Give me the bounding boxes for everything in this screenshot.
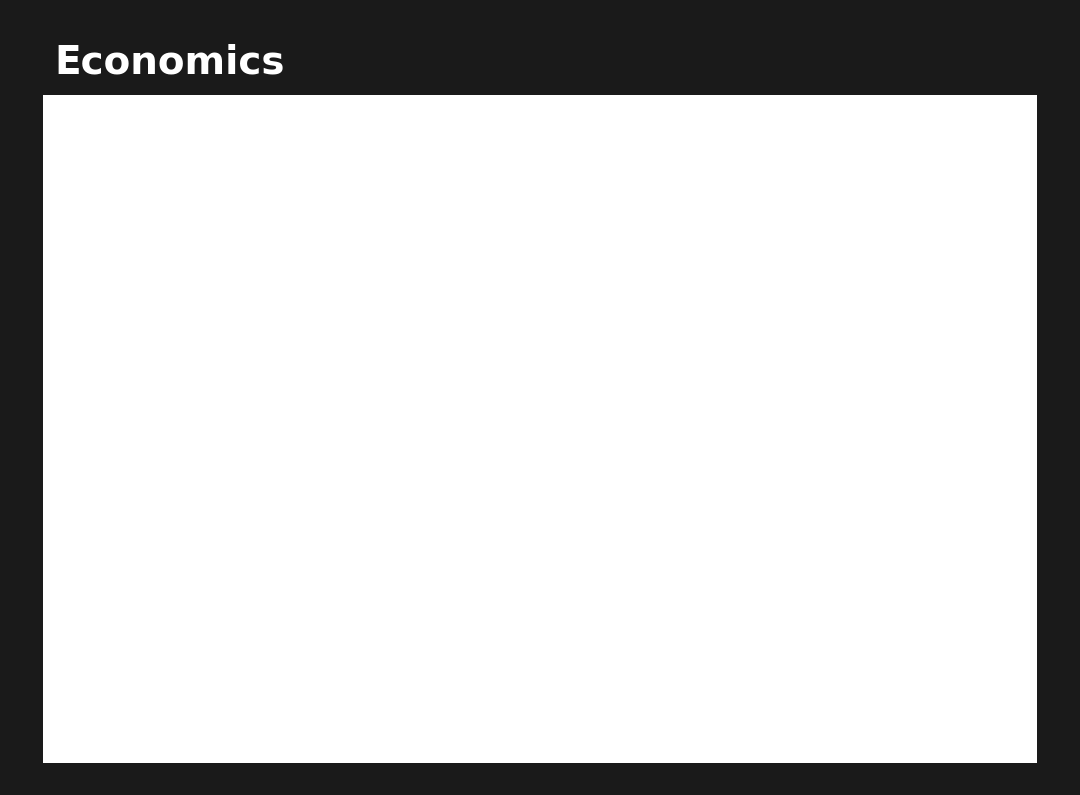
Text: Qy: Qy [93, 368, 116, 386]
Text: Question 4:: Question 4: [83, 199, 200, 217]
Text: Qx: Qx [349, 673, 372, 691]
Text: 50: 50 [69, 421, 90, 440]
Text: 75: 75 [310, 686, 330, 704]
Text: In Figure below a budget constraint is shown. If PY (the price of good Y) is $6,: In Figure below a budget constraint is s… [83, 235, 963, 254]
Text: Economics: Economics [54, 44, 284, 82]
